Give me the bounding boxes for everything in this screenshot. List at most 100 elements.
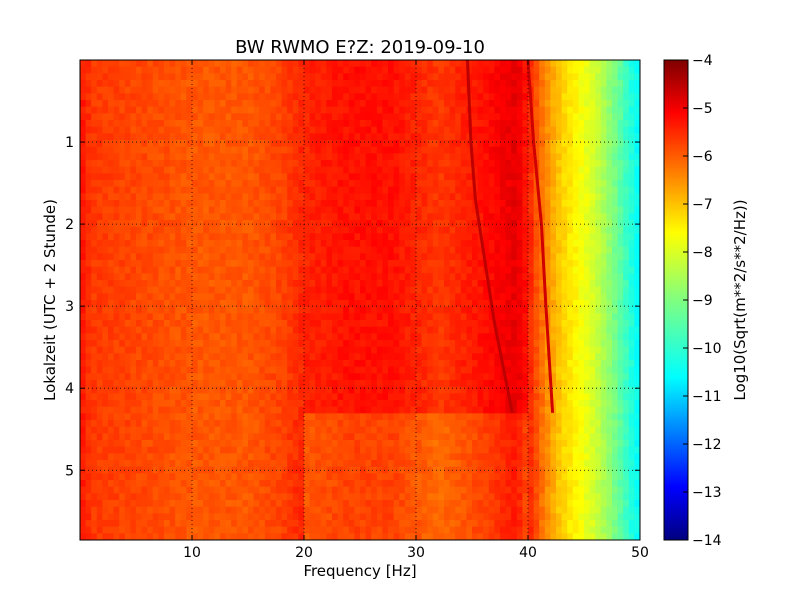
heatmap-cell	[248, 160, 254, 168]
heatmap-cell	[584, 286, 590, 294]
heatmap-cell	[281, 66, 288, 74]
heatmap-cell	[404, 360, 411, 368]
heatmap-cell	[203, 180, 210, 188]
heatmap-cell	[281, 200, 288, 208]
heatmap-cell	[197, 86, 204, 94]
heatmap-cell	[214, 260, 221, 268]
heatmap-cell	[628, 280, 635, 288]
heatmap-cell	[259, 113, 266, 121]
heatmap-cell	[108, 266, 114, 274]
heatmap-cell	[192, 66, 198, 74]
heatmap-cell	[186, 73, 193, 81]
heatmap-cell	[96, 253, 103, 261]
heatmap-cell	[113, 306, 120, 314]
heatmap-cell	[141, 73, 148, 81]
heatmap-cell	[119, 200, 126, 208]
heatmap-cell	[617, 220, 624, 228]
heatmap-cell	[432, 366, 439, 374]
heatmap-cell	[505, 320, 512, 328]
heatmap-cell	[147, 320, 154, 328]
heatmap-cell	[102, 146, 109, 154]
heatmap-cell	[595, 73, 602, 81]
heatmap-cell	[511, 213, 518, 221]
heatmap-cell	[522, 360, 529, 368]
heatmap-cell	[600, 293, 607, 301]
heatmap-cell	[152, 106, 159, 114]
heatmap-cell	[388, 333, 394, 341]
heatmap-cell	[124, 193, 131, 201]
heatmap-cell	[561, 60, 568, 68]
heatmap-cell	[102, 206, 109, 214]
heatmap-cell	[315, 326, 322, 334]
heatmap-cell	[561, 160, 568, 168]
heatmap-cell	[533, 73, 540, 81]
heatmap-cell	[259, 80, 266, 88]
heatmap-cell	[270, 86, 277, 94]
heatmap-cell	[388, 106, 394, 114]
heatmap-cell	[410, 273, 417, 281]
heatmap-cell	[354, 253, 361, 261]
heatmap-cell	[96, 280, 103, 288]
heatmap-cell	[511, 246, 518, 254]
heatmap-cell	[477, 93, 484, 101]
heatmap-cell	[203, 300, 210, 308]
heatmap-cell	[147, 166, 154, 174]
heatmap-cell	[432, 340, 439, 348]
heatmap-cell	[102, 306, 109, 314]
heatmap-cell	[371, 146, 378, 154]
heatmap-cell	[388, 60, 394, 68]
heatmap-cell	[516, 260, 523, 268]
heatmap-cell	[410, 333, 417, 341]
heatmap-cell	[225, 386, 232, 394]
heatmap-cell	[421, 160, 428, 168]
heatmap-cell	[343, 106, 350, 114]
heatmap-cell	[617, 106, 624, 114]
heatmap-cell	[253, 200, 260, 208]
heatmap-cell	[533, 206, 540, 214]
heatmap-cell	[231, 346, 238, 354]
heatmap-cell	[147, 333, 154, 341]
heatmap-cell	[136, 260, 142, 268]
heatmap-cell	[472, 333, 478, 341]
heatmap-cell	[292, 160, 299, 168]
heatmap-cell	[220, 360, 226, 368]
heatmap-cell	[292, 353, 299, 361]
heatmap-cell	[264, 326, 271, 334]
heatmap-cell	[309, 373, 316, 381]
heatmap-cell	[376, 86, 383, 94]
heatmap-cell	[320, 313, 327, 321]
heatmap-cell	[606, 366, 613, 374]
heatmap-cell	[628, 133, 635, 141]
heatmap-cell	[623, 146, 630, 154]
heatmap-cell	[220, 146, 226, 154]
heatmap-cell	[584, 166, 590, 174]
heatmap-cell	[522, 233, 529, 241]
heatmap-cell	[556, 373, 562, 381]
heatmap-cell	[164, 273, 170, 281]
heatmap-cell	[466, 260, 473, 268]
heatmap-cell	[242, 140, 249, 148]
heatmap-cell	[388, 300, 394, 308]
heatmap-cell	[124, 80, 131, 88]
heatmap-cell	[516, 133, 523, 141]
heatmap-cell	[169, 340, 176, 348]
heatmap-cell	[208, 320, 215, 328]
heatmap-cell	[242, 93, 249, 101]
heatmap-cell	[175, 313, 182, 321]
heatmap-cell	[119, 300, 126, 308]
heatmap-cell	[102, 253, 109, 261]
heatmap-cell	[533, 300, 540, 308]
heatmap-cell	[130, 320, 137, 328]
heatmap-cell	[449, 353, 456, 361]
heatmap-cell	[236, 86, 243, 94]
heatmap-cell	[108, 173, 114, 181]
heatmap-cell	[332, 220, 338, 228]
heatmap-cell	[186, 173, 193, 181]
heatmap-cell	[292, 193, 299, 201]
heatmap-cell	[186, 246, 193, 254]
heatmap-cell	[332, 86, 338, 94]
heatmap-cell	[292, 340, 299, 348]
heatmap-cell	[113, 93, 120, 101]
heatmap-cell	[388, 166, 394, 174]
heatmap-cell	[130, 66, 137, 74]
